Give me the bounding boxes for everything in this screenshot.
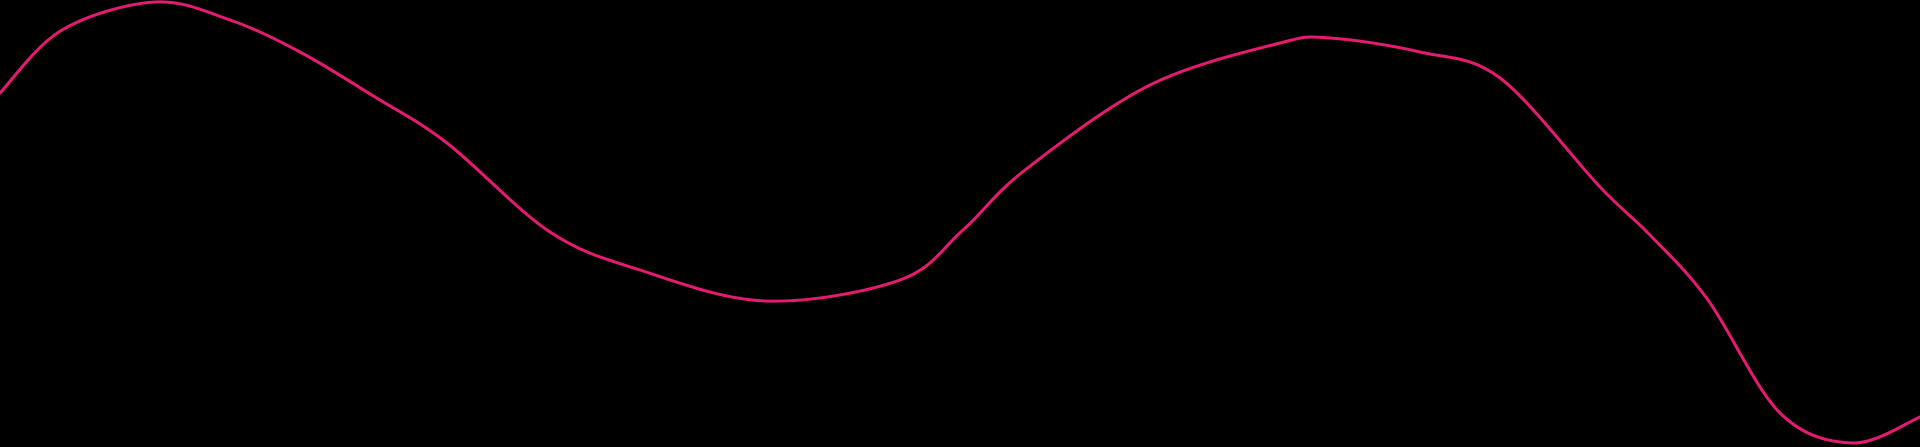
series-line: [0, 0, 1920, 445]
line-chart-canvas: [0, 0, 1920, 447]
chart-background: [0, 0, 1920, 447]
wave-chart-svg: [0, 0, 1920, 447]
